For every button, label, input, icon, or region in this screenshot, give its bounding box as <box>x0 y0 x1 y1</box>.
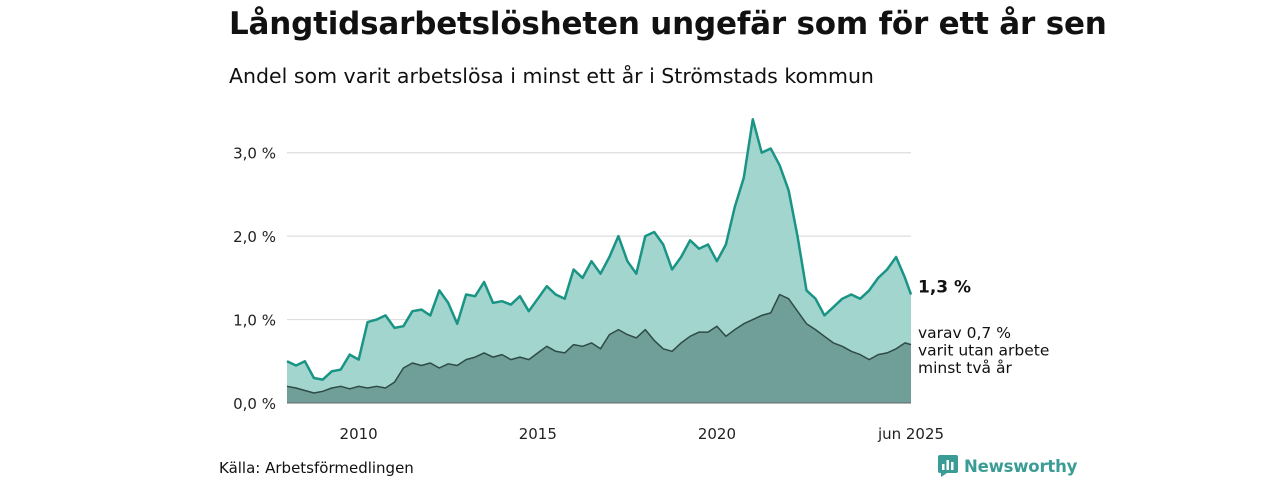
area-long-term-unemployment <box>287 294 911 403</box>
end-label-line: minst två år <box>918 359 1012 377</box>
bar-chart-speech-icon <box>938 455 958 477</box>
y-axis: 0,0 % 1,0 % 2,0 % 3,0 % <box>233 145 276 413</box>
chart-title: Långtidsarbetslösheten ungefär som för e… <box>229 6 1107 42</box>
x-tick-label: 2015 <box>519 425 557 443</box>
end-label-line: varav 0,7 % <box>918 324 1011 342</box>
y-tick-label: 3,0 % <box>233 145 276 163</box>
end-label-total: 1,3 % <box>918 278 971 298</box>
y-tick-label: 1,0 % <box>233 312 276 330</box>
x-tick-label: 2010 <box>340 425 378 443</box>
x-axis: 2010 2015 2020 jun 2025 <box>340 425 945 443</box>
x-tick-label: 2020 <box>698 425 736 443</box>
chart-subtitle: Andel som varit arbetslösa i minst ett å… <box>229 64 874 88</box>
end-label-line: varit utan arbete <box>918 342 1049 360</box>
line-long-term-unemployment <box>286 293 912 394</box>
y-tick-label: 2,0 % <box>233 228 276 246</box>
brand-name: Newsworthy <box>964 456 1078 476</box>
source-note: Källa: Arbetsförmedlingen <box>219 459 414 477</box>
end-label-long-term: varav 0,7 % varit utan arbete minst två år <box>918 324 1049 377</box>
line-total-unemployment <box>286 118 913 381</box>
brand-logo: Newsworthy <box>938 455 1077 477</box>
y-tick-label: 0,0 % <box>233 395 276 413</box>
x-tick-label: jun 2025 <box>877 425 944 443</box>
